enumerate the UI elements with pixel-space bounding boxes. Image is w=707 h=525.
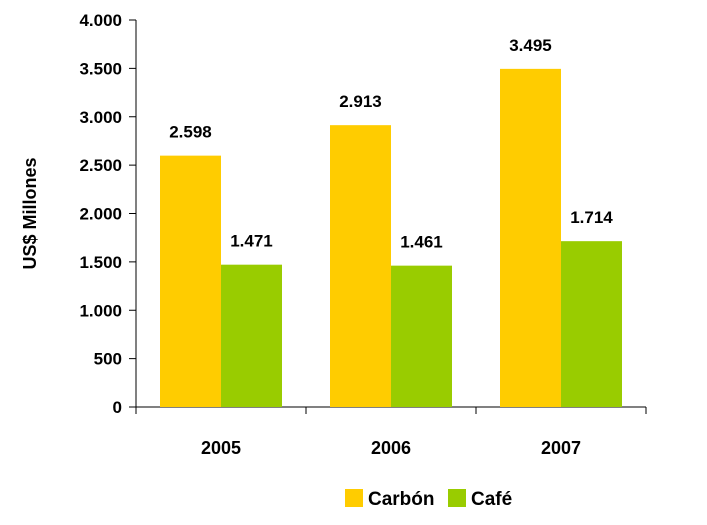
legend-label: Café	[471, 489, 512, 510]
data-label: 2.913	[339, 92, 382, 111]
bar-café-2006	[391, 265, 452, 407]
x-tick-label: 2006	[371, 438, 411, 458]
legend-swatch-carbón	[345, 489, 363, 507]
data-label: 2.598	[169, 123, 212, 142]
data-label: 3.495	[509, 36, 552, 55]
y-tick-label: 3.500	[79, 59, 122, 78]
bar-café-2005	[221, 264, 282, 407]
bar-carbón-2005	[160, 155, 221, 407]
legend-swatch-café	[448, 489, 466, 507]
x-tick-label: 2005	[201, 438, 241, 458]
data-label: 1.714	[570, 208, 613, 227]
y-tick-label: 2.500	[79, 156, 122, 175]
y-tick-label: 1.000	[79, 301, 122, 320]
bar-carbón-2006	[330, 125, 391, 408]
bar-café-2007	[561, 241, 622, 407]
data-label: 1.461	[400, 233, 443, 252]
y-tick-label: 0	[113, 398, 122, 417]
bars: 2.598 1.471 2.913 1.461 3.495 1.714	[160, 36, 622, 408]
y-axis-title: US$ Millones	[20, 157, 40, 269]
data-label: 1.471	[230, 232, 273, 251]
y-tick-label: 2.000	[79, 205, 122, 224]
y-tick-label: 4.000	[79, 11, 122, 30]
x-tick-label: 2007	[541, 438, 581, 458]
legend: Carbón Café	[345, 489, 512, 510]
legend-label: Carbón	[368, 489, 435, 510]
y-tick-label: 500	[94, 350, 122, 369]
bar-carbón-2007	[500, 68, 561, 407]
axes: 0 500 1.000 1.500 2.000 2.500 3.000 3.500 4.000 2…	[79, 11, 647, 458]
y-tick-label: 1.500	[79, 253, 122, 272]
y-tick-label: 3.000	[79, 108, 122, 127]
